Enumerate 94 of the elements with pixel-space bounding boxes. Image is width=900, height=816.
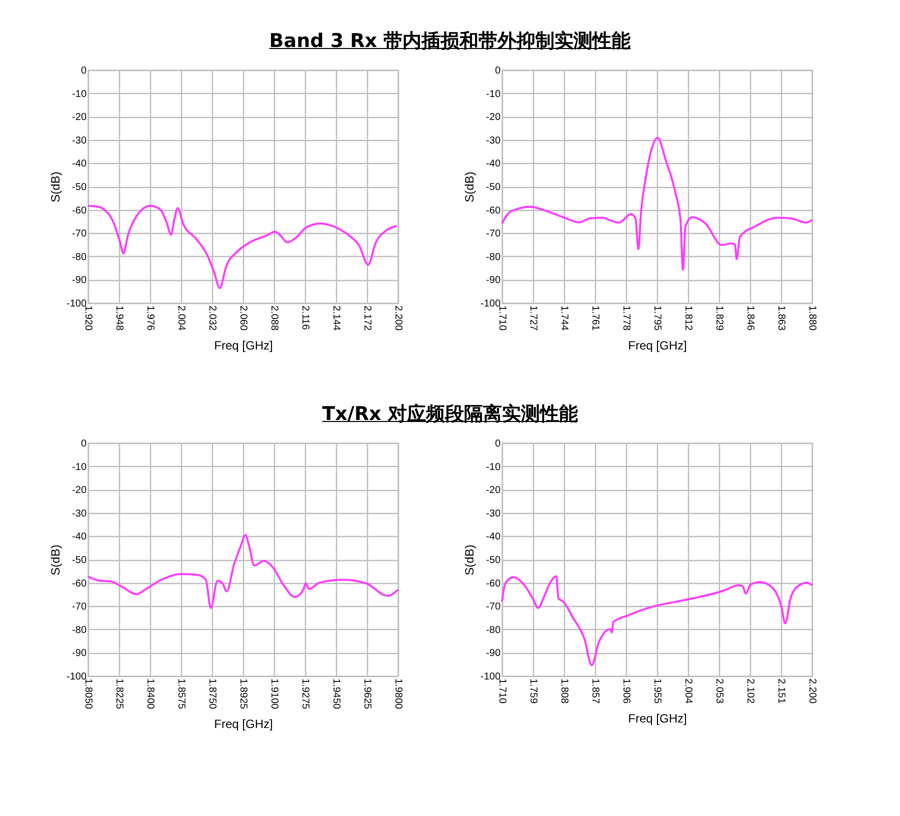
x-tick-label: 1.808 (558, 678, 570, 704)
x-tick-label: 1.9800 (392, 678, 404, 710)
x-axis-title: Freq [GHz] (214, 717, 273, 732)
y-axis-title: S(dB) (48, 544, 62, 576)
y-tick-label: -30 (486, 135, 501, 146)
x-tick-label: 2.151 (776, 678, 786, 704)
y-tick-label: -50 (486, 182, 501, 193)
x-axis-title: Freq [GHz] (628, 338, 687, 353)
y-axis-title: S(dB) (462, 172, 476, 202)
x-tick-label: 1.880 (806, 306, 818, 331)
x-axis-title: Freq [GHz] (214, 338, 273, 353)
x-tick-label: 2.088 (268, 306, 280, 331)
x-tick-label: 2.032 (206, 306, 218, 331)
y-tick-label: -60 (486, 578, 501, 590)
y-tick-label: -10 (486, 462, 501, 473)
line-series (501, 136, 813, 271)
x-tick-label: 2.116 (300, 306, 310, 330)
y-tick-label: -60 (72, 205, 87, 216)
y-tick-label: -40 (486, 532, 501, 543)
y-tick-label: -10 (72, 88, 87, 100)
y-tick-label: -90 (72, 275, 87, 286)
x-tick-label: 1.8750 (206, 678, 218, 710)
x-tick-label: 2.172 (362, 306, 372, 331)
text: Tx/Rx 对应频段隔离实测性能 (321, 402, 579, 427)
x-tick-label: 1.9275 (300, 678, 310, 710)
x-tick-label: 1.8925 (238, 678, 248, 710)
x-axis-title: Freq [GHz] (628, 712, 687, 726)
x-tick-label: 1.906 (620, 678, 632, 704)
x-tick-label: 1.812 (682, 306, 694, 331)
y-tick-label: -20 (72, 485, 87, 496)
y-tick-label: -30 (486, 508, 501, 520)
y-tick-label: -50 (486, 555, 501, 566)
y-tick-label: 0 (494, 66, 501, 76)
y-tick-label: -70 (486, 228, 501, 240)
x-tick-label: 2.200 (392, 306, 404, 331)
y-tick-label: 0 (494, 438, 501, 450)
y-tick-label: -90 (486, 275, 501, 286)
y-tick-label: -40 (72, 158, 87, 170)
x-tick-label: 1.761 (590, 306, 600, 331)
x-tick-label: 2.060 (238, 306, 248, 331)
x-tick-label: 1.846 (744, 306, 756, 331)
y-tick-label: -70 (72, 228, 87, 240)
x-tick-label: 1.9100 (268, 678, 280, 710)
y-tick-label: -80 (72, 252, 87, 263)
y-tick-label: -20 (486, 112, 501, 124)
x-tick-label: 1.744 (558, 306, 570, 331)
y-tick-label: -10 (486, 88, 501, 100)
text: Band 3 Rx 带内插损和带外抑制实测性能 (268, 29, 632, 54)
x-tick-label: 1.778 (620, 306, 632, 331)
y-tick-label: -80 (486, 624, 501, 636)
line-series (87, 204, 398, 290)
x-tick-label: 2.200 (806, 678, 818, 704)
x-tick-label: 1.976 (144, 306, 156, 331)
x-tick-label: 1.8575 (176, 678, 186, 710)
x-tick-label: 1.8400 (144, 678, 156, 710)
y-tick-label: -50 (72, 182, 87, 193)
x-tick-label: 1.727 (528, 306, 538, 331)
x-tick-label: 1.857 (590, 678, 600, 704)
y-tick-label: -30 (72, 508, 87, 520)
y-axis-title: S(dB) (48, 172, 62, 202)
x-tick-label: 1.759 (528, 678, 538, 704)
y-tick-label: -70 (486, 602, 501, 613)
line-series (501, 575, 813, 666)
y-tick-label: -70 (72, 602, 87, 613)
y-tick-label: -90 (72, 648, 87, 660)
x-tick-label: 1.9450 (330, 678, 342, 710)
x-tick-label: 1.863 (776, 306, 786, 331)
y-tick-label: -50 (72, 555, 87, 566)
x-tick-label: 1.8225 (114, 678, 124, 710)
x-tick-label: 2.053 (714, 678, 724, 704)
line-series (87, 534, 399, 609)
y-tick-label: -80 (72, 624, 87, 636)
x-tick-label: 1.9625 (362, 678, 372, 710)
x-tick-label: 1.829 (714, 306, 724, 331)
y-tick-label: 0 (80, 66, 87, 76)
x-tick-label: 2.144 (330, 306, 342, 331)
x-tick-label: 2.004 (682, 678, 694, 704)
x-tick-label: 1.948 (114, 306, 124, 331)
y-tick-label: -90 (486, 648, 501, 660)
y-tick-label: -20 (72, 112, 87, 124)
y-tick-label: -60 (486, 205, 501, 216)
y-tick-label: -30 (72, 135, 87, 146)
x-tick-label: 1.795 (652, 306, 662, 331)
y-tick-label: -60 (72, 578, 87, 590)
x-tick-label: 2.102 (744, 678, 756, 704)
y-tick-label: -10 (72, 462, 87, 473)
y-tick-label: -40 (72, 532, 87, 543)
y-tick-label: -80 (486, 252, 501, 263)
y-axis-title: S(dB) (462, 544, 476, 576)
x-tick-label: 1.955 (652, 678, 662, 704)
y-tick-label: -40 (486, 158, 501, 170)
y-tick-label: 0 (80, 438, 87, 450)
y-tick-label: -20 (486, 485, 501, 496)
x-tick-label: 2.004 (176, 306, 186, 331)
